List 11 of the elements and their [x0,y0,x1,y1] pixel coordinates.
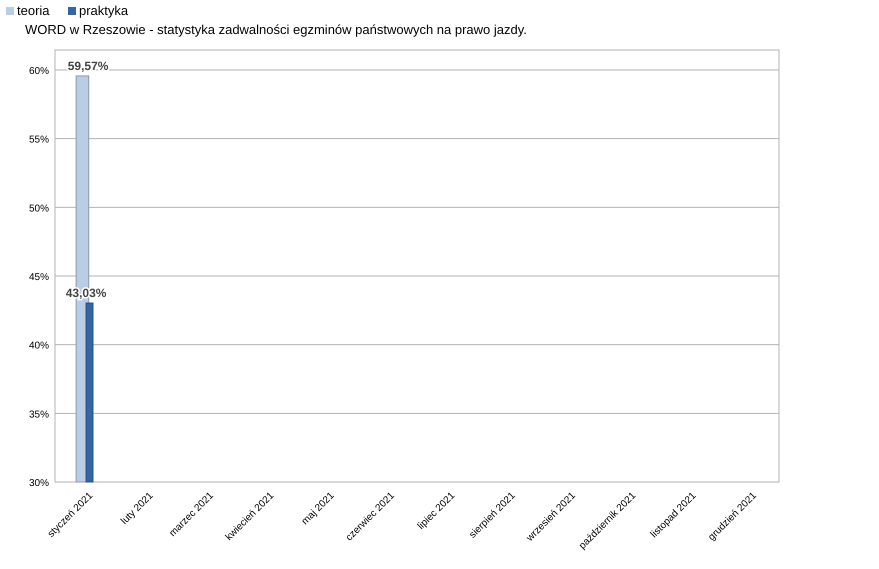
y-tick-label: 40% [28,340,50,352]
y-tick-label: 30% [28,478,50,489]
legend-label: praktyka [79,3,129,18]
y-tick-label: 45% [28,272,50,283]
y-tick-label: 35% [28,409,50,420]
y-tick-label: 55% [28,134,50,146]
data-label: 59,57% [68,58,109,73]
y-tick-label: 50% [28,203,50,214]
y-tick-label: 60% [28,66,50,77]
legend-label: teoria [17,3,50,18]
chart-title: WORD w Rzeszowie - statystyka zadwalności egzminów państwowych na prawo jazdy. [25,22,527,37]
